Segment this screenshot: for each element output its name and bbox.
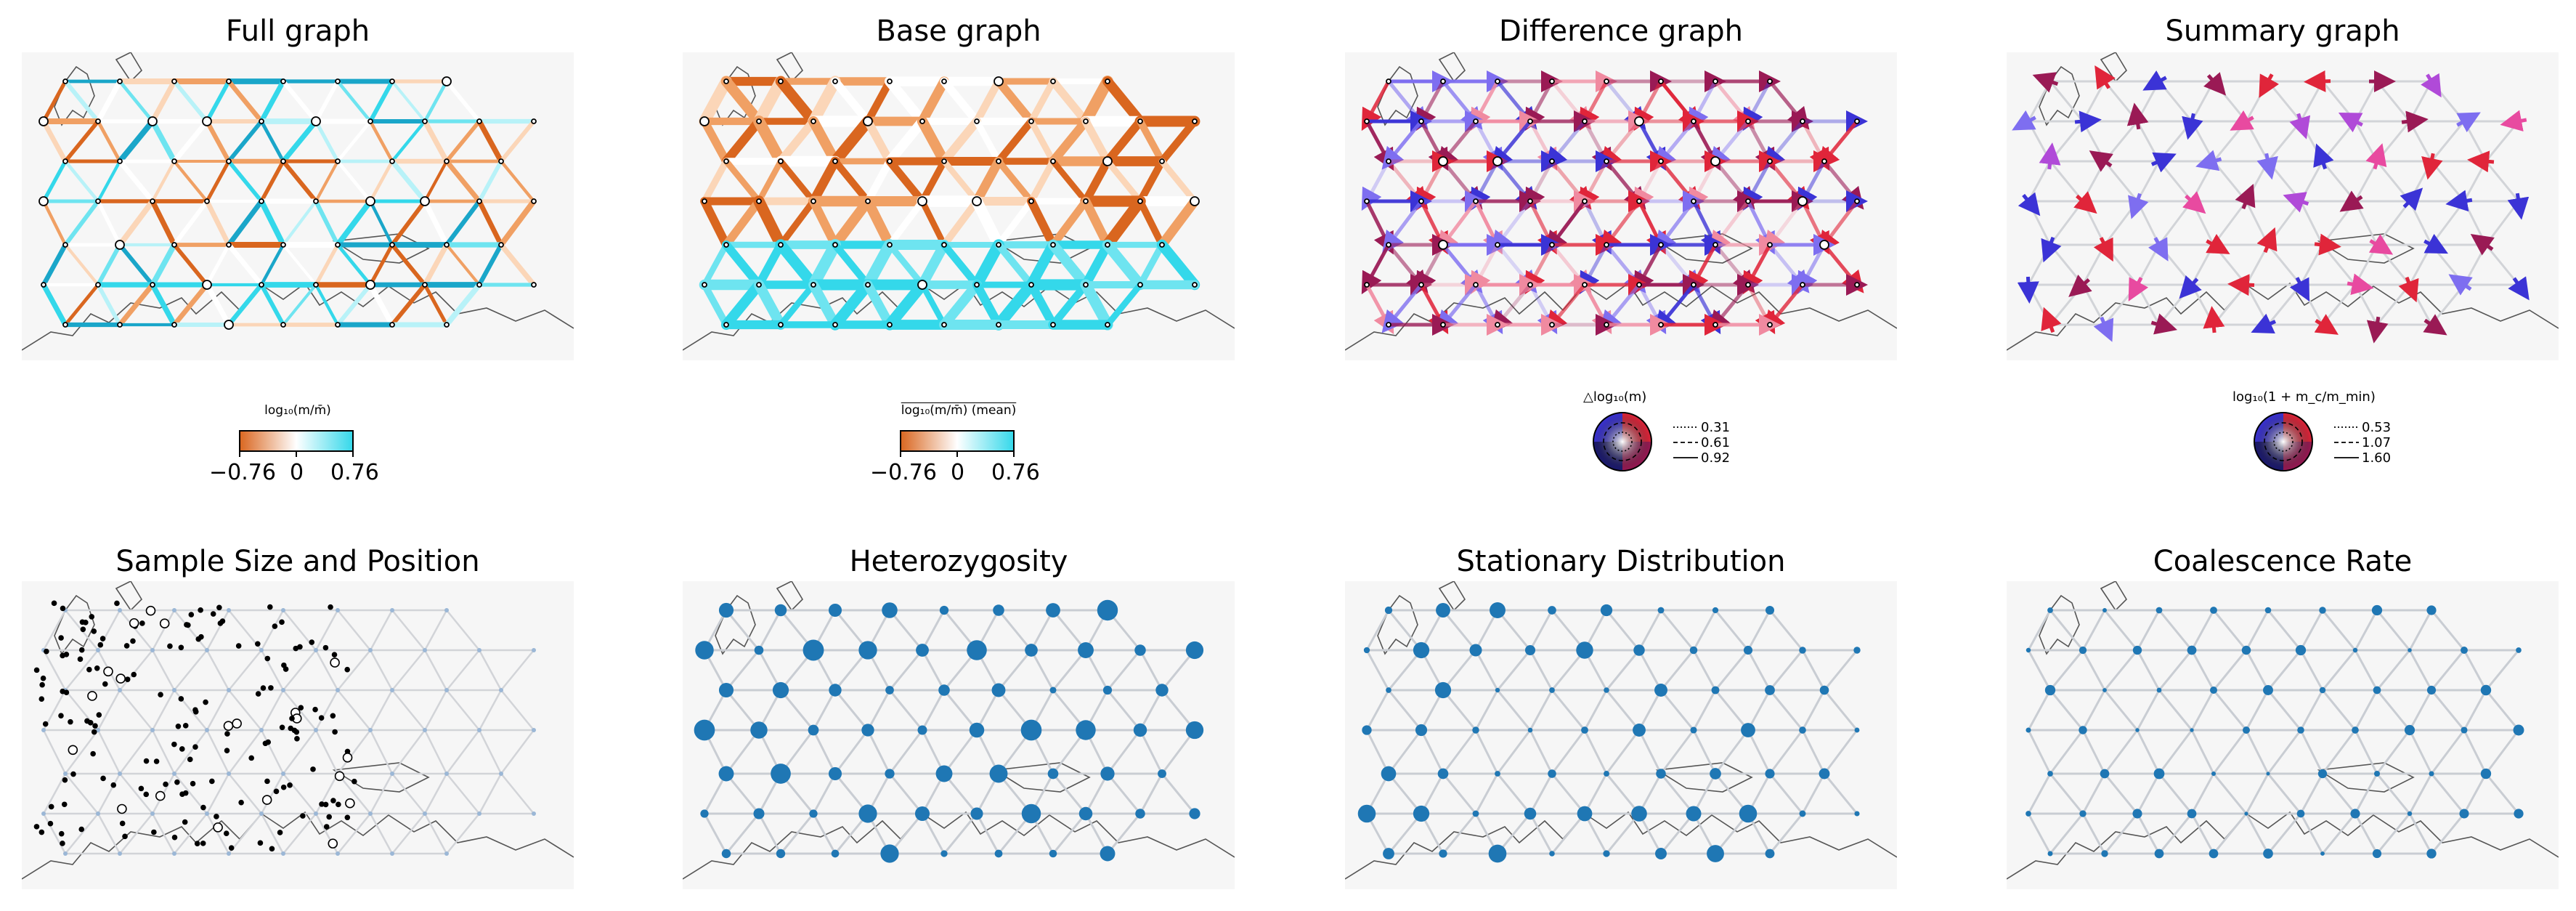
legend-entry-large: 0.92 bbox=[1701, 450, 1731, 466]
color-wheel bbox=[2254, 412, 2313, 471]
panel-title-stationary-distribution: Stationary Distribution bbox=[1456, 545, 1786, 578]
legend-entry-medium: 0.61 bbox=[1701, 435, 1731, 450]
colorbar-label: log₁₀(m/m̄) (mean) bbox=[901, 403, 1017, 418]
map-sample-size bbox=[22, 581, 574, 889]
map-stationary-distribution bbox=[1345, 581, 1897, 889]
legend-entry-large: 1.60 bbox=[2362, 450, 2392, 466]
circle-legend-summary: log₁₀(1 + m_c/m_min) 0.53 1.07 1.60 bbox=[2232, 385, 2426, 479]
map-difference-graph bbox=[1345, 52, 1897, 360]
map-full-graph bbox=[22, 52, 574, 360]
legend-entry-small: 0.53 bbox=[2362, 420, 2392, 435]
map-coalescence-rate bbox=[2007, 581, 2559, 889]
colorbar-tick-zero: 0 bbox=[290, 460, 304, 485]
map-summary-graph bbox=[2007, 52, 2559, 360]
panel-title-sample-size: Sample Size and Position bbox=[115, 545, 480, 578]
circle-legend-label: log₁₀(1 + m_c/m_min) bbox=[2232, 389, 2376, 405]
circle-legend-difference: △log₁₀(m) 0.31 0.61 0.92 bbox=[1576, 385, 1750, 479]
colorbar-gradient bbox=[239, 430, 354, 457]
map-base-graph bbox=[683, 52, 1235, 360]
panel-title-heterozygosity: Heterozygosity bbox=[849, 545, 1068, 578]
circle-legend-label: △log₁₀(m) bbox=[1583, 389, 1647, 405]
legend-entry-medium: 1.07 bbox=[2362, 435, 2392, 450]
panel-title-coalescence-rate: Coalescence Rate bbox=[2153, 545, 2413, 578]
colorbar-gradient bbox=[900, 430, 1015, 457]
colorbar-tick-max: 0.76 bbox=[991, 460, 1040, 485]
legend-entry-small: 0.31 bbox=[1701, 420, 1731, 435]
map-heterozygosity bbox=[683, 581, 1235, 889]
colorbar-tick-zero: 0 bbox=[951, 460, 965, 485]
panel-title-summary-graph: Summary graph bbox=[2165, 15, 2400, 48]
panel-title-difference-graph: Difference graph bbox=[1498, 15, 1743, 48]
colorbar-label: log₁₀(m/m̄) bbox=[264, 403, 331, 418]
color-wheel bbox=[1593, 412, 1652, 471]
panel-title-base-graph: Base graph bbox=[876, 15, 1041, 48]
colorbar-tick-max: 0.76 bbox=[330, 460, 379, 485]
colorbar-tick-min: −0.76 bbox=[209, 460, 276, 485]
panel-title-full-graph: Full graph bbox=[225, 15, 370, 48]
colorbar-tick-min: −0.76 bbox=[870, 460, 937, 485]
